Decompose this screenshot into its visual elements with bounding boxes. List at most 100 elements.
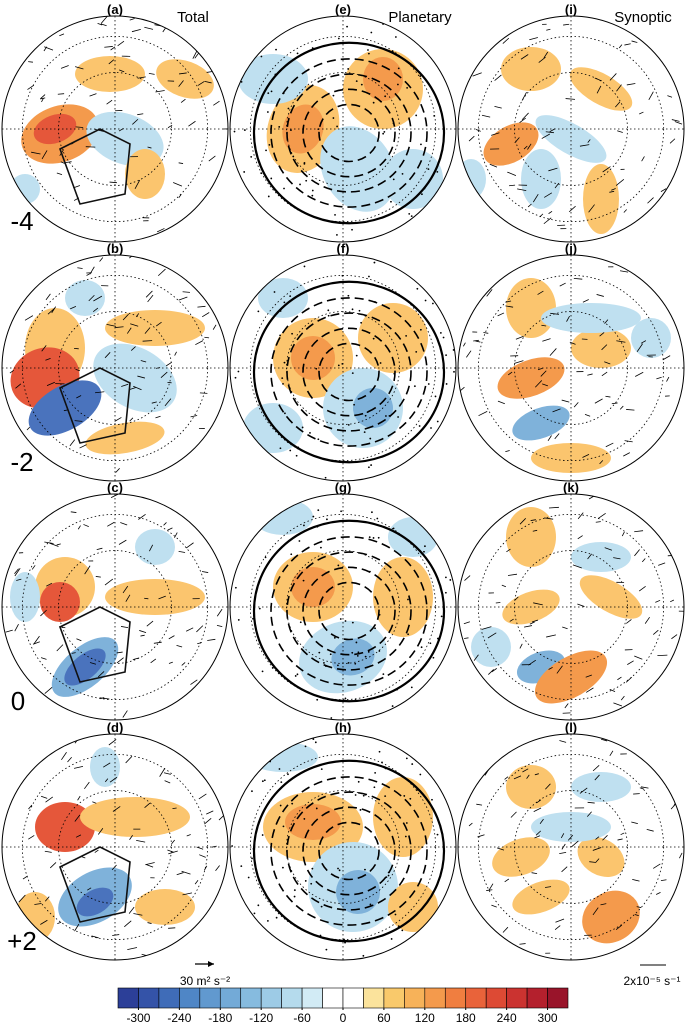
stipple — [309, 432, 311, 434]
shading-blob — [40, 582, 80, 622]
stipple — [369, 438, 371, 440]
shading-blob — [541, 303, 641, 333]
shading-blob — [631, 318, 671, 358]
shading-blob — [253, 499, 313, 535]
stipple — [356, 642, 358, 644]
colorbar-box — [445, 988, 465, 1008]
stipple — [406, 757, 408, 759]
stipple — [235, 377, 237, 379]
stipple — [409, 798, 411, 800]
stipple — [302, 427, 304, 429]
stipple — [280, 805, 282, 807]
stipple — [430, 427, 432, 429]
stipple — [415, 351, 417, 353]
stipple — [262, 671, 264, 673]
stipple — [265, 556, 267, 558]
stipple — [446, 383, 448, 385]
stipple — [315, 368, 317, 370]
stipple — [358, 781, 360, 783]
stipple — [373, 786, 375, 788]
stipple — [315, 741, 317, 743]
shading-blob — [373, 557, 433, 637]
stipple — [284, 362, 286, 364]
stipple — [325, 477, 327, 479]
map-panel — [2, 16, 229, 242]
stipple — [374, 627, 376, 629]
stipple — [305, 180, 307, 182]
stipple — [291, 803, 293, 805]
stipple — [382, 133, 384, 135]
stipple — [323, 662, 325, 664]
stipple — [235, 587, 237, 589]
vector — [168, 928, 175, 929]
stipple — [338, 38, 340, 40]
stipple — [303, 525, 305, 527]
stipple — [280, 781, 282, 783]
stipple — [378, 537, 380, 539]
stipple — [436, 171, 438, 173]
stipple — [393, 179, 395, 181]
stipple — [407, 599, 409, 601]
stipple — [364, 869, 366, 871]
stipple — [365, 415, 367, 417]
colorbar-tick-label: 120 — [415, 1011, 435, 1023]
panel-label: (f) — [337, 241, 350, 256]
stipple — [421, 193, 423, 195]
stipple — [348, 424, 350, 426]
stipple — [351, 229, 353, 231]
stipple — [345, 620, 347, 622]
stipple — [370, 904, 372, 906]
stipple — [361, 84, 363, 86]
stipple — [368, 466, 370, 468]
stipple — [330, 653, 332, 655]
stipple — [268, 196, 270, 198]
stipple — [435, 396, 437, 398]
map-panel — [230, 734, 456, 960]
stipple — [257, 310, 259, 312]
stipple — [326, 949, 328, 951]
stipple — [383, 131, 385, 133]
shading-blob — [90, 747, 120, 787]
stipple — [267, 92, 269, 94]
stipple — [390, 201, 392, 203]
stipple — [406, 822, 408, 824]
stipple — [282, 383, 284, 385]
panel-label: (k) — [563, 480, 579, 495]
stipple — [283, 188, 285, 190]
stipple — [437, 834, 439, 836]
shading-blob — [10, 174, 40, 204]
stipple — [333, 95, 335, 97]
stipple — [352, 372, 354, 374]
stipple — [431, 799, 433, 801]
stipple — [304, 266, 306, 268]
shading-blob — [521, 149, 561, 209]
stipple — [370, 464, 372, 466]
stipple — [299, 540, 301, 542]
colorbar-tick-label: -180 — [208, 1011, 232, 1023]
stipple — [337, 664, 339, 666]
stipple — [290, 129, 292, 131]
colorbar-tick-label: -120 — [249, 1011, 273, 1023]
stipple — [328, 315, 330, 317]
colorbar-box — [384, 988, 404, 1008]
panel-label: (d) — [107, 720, 124, 735]
row-label: -4 — [10, 206, 33, 236]
stipple — [244, 129, 246, 131]
stipple — [311, 195, 313, 197]
stipple — [449, 579, 451, 581]
stipple — [361, 676, 363, 678]
stipple — [243, 171, 245, 173]
colorbar-box — [363, 988, 383, 1008]
stipple — [403, 795, 405, 797]
stipple — [443, 337, 445, 339]
column-title: Synoptic — [614, 9, 672, 26]
colorbar-tick-label: -240 — [167, 1011, 191, 1023]
stipple — [370, 32, 372, 34]
stipple — [317, 438, 319, 440]
shading-blob — [105, 579, 205, 615]
stipple — [347, 295, 349, 297]
stipple — [411, 763, 413, 765]
stipple — [391, 938, 393, 940]
colorbar-tick-label: 240 — [497, 1011, 517, 1023]
